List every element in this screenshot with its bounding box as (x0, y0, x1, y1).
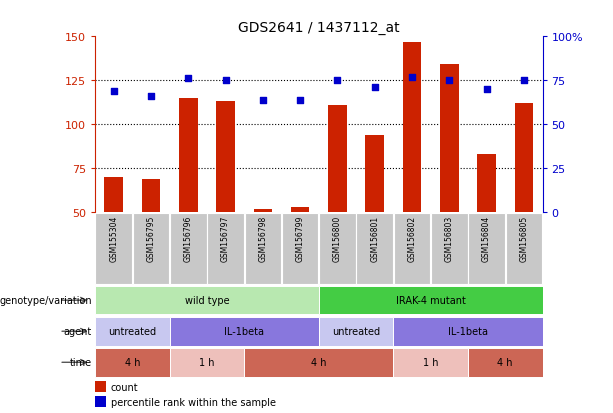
Text: IL-1beta: IL-1beta (224, 326, 264, 337)
FancyBboxPatch shape (170, 317, 319, 346)
Point (183, 76, 193, 83)
Text: IRAK-4 mutant: IRAK-4 mutant (396, 295, 465, 306)
FancyBboxPatch shape (506, 214, 542, 284)
Bar (478, 155, 496, 213)
Text: 4 h: 4 h (124, 357, 140, 368)
Bar (95, 381, 106, 392)
Text: untreated: untreated (332, 326, 380, 337)
FancyBboxPatch shape (356, 214, 393, 284)
Text: IL-1beta: IL-1beta (448, 326, 488, 337)
Bar (440, 65, 459, 213)
FancyBboxPatch shape (394, 214, 430, 284)
Text: 1 h: 1 h (199, 357, 215, 368)
Bar (142, 179, 160, 213)
FancyBboxPatch shape (95, 348, 170, 377)
Text: GSM156798: GSM156798 (258, 215, 267, 261)
Point (519, 78, 529, 84)
Point (482, 87, 492, 93)
FancyBboxPatch shape (319, 317, 394, 346)
FancyBboxPatch shape (468, 348, 543, 377)
Point (370, 85, 379, 91)
Text: agent: agent (64, 326, 92, 337)
FancyBboxPatch shape (319, 214, 356, 284)
Text: percentile rank within the sample: percentile rank within the sample (111, 397, 276, 407)
Bar (104, 178, 123, 213)
Bar (514, 104, 533, 213)
Bar (328, 106, 347, 213)
Text: GSM156795: GSM156795 (147, 215, 156, 261)
FancyBboxPatch shape (394, 348, 468, 377)
FancyBboxPatch shape (245, 214, 281, 284)
FancyBboxPatch shape (468, 214, 505, 284)
Bar (254, 209, 272, 213)
Text: count: count (111, 382, 139, 392)
Text: time: time (70, 357, 92, 368)
Title: GDS2641 / 1437112_at: GDS2641 / 1437112_at (238, 21, 400, 35)
Point (407, 74, 417, 81)
Text: GSM156800: GSM156800 (333, 215, 342, 261)
Text: 4 h: 4 h (498, 357, 513, 368)
FancyBboxPatch shape (170, 214, 207, 284)
Text: untreated: untreated (109, 326, 156, 337)
FancyBboxPatch shape (170, 348, 244, 377)
Point (444, 78, 454, 84)
Point (332, 78, 342, 84)
Point (221, 78, 230, 84)
Bar (179, 99, 197, 213)
Point (109, 88, 118, 95)
FancyBboxPatch shape (96, 214, 132, 284)
Text: GSM156802: GSM156802 (408, 215, 416, 261)
Bar (365, 135, 384, 213)
Text: GSM156805: GSM156805 (519, 215, 528, 261)
Text: GSM156803: GSM156803 (445, 215, 454, 261)
FancyBboxPatch shape (95, 317, 170, 346)
Bar (95, 396, 106, 407)
Text: GSM155304: GSM155304 (109, 215, 118, 261)
Text: 1 h: 1 h (423, 357, 438, 368)
Bar (291, 207, 310, 213)
Text: GSM156804: GSM156804 (482, 215, 491, 261)
FancyBboxPatch shape (431, 214, 468, 284)
FancyBboxPatch shape (132, 214, 169, 284)
Point (295, 97, 305, 104)
Text: 4 h: 4 h (311, 357, 327, 368)
Bar (403, 43, 421, 213)
FancyBboxPatch shape (319, 286, 543, 315)
Point (146, 93, 156, 100)
Text: GSM156799: GSM156799 (295, 215, 305, 261)
Text: wild type: wild type (185, 295, 229, 306)
Text: GSM156796: GSM156796 (184, 215, 192, 261)
FancyBboxPatch shape (95, 286, 319, 315)
FancyBboxPatch shape (244, 348, 394, 377)
FancyBboxPatch shape (394, 317, 543, 346)
FancyBboxPatch shape (207, 214, 244, 284)
Text: genotype/variation: genotype/variation (0, 295, 92, 306)
Bar (216, 102, 235, 213)
Text: GSM156801: GSM156801 (370, 215, 379, 261)
Text: GSM156797: GSM156797 (221, 215, 230, 261)
Point (258, 97, 268, 104)
FancyBboxPatch shape (282, 214, 318, 284)
